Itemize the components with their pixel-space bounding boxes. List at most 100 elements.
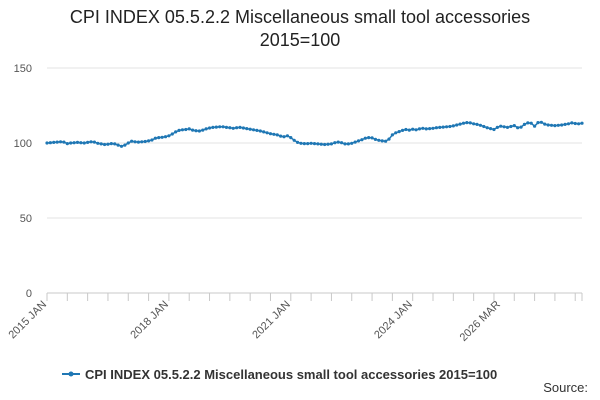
data-point xyxy=(380,139,384,143)
data-point xyxy=(492,127,496,132)
data-point xyxy=(570,121,574,125)
data-point xyxy=(113,142,117,146)
data-point xyxy=(468,121,472,125)
chart-plot: 0 50 100 150 2015 JAN 2018 JAN 2021 JAN 2024 JA… xyxy=(6,63,584,344)
data-point xyxy=(157,136,161,140)
data-point xyxy=(516,126,520,130)
data-point xyxy=(52,140,56,144)
data-point xyxy=(356,139,361,143)
data-point xyxy=(170,132,174,136)
x-tick-label: 2015 JAN xyxy=(6,299,49,342)
data-point xyxy=(333,141,337,145)
data-point xyxy=(126,141,130,145)
data-point xyxy=(339,141,344,145)
data-point xyxy=(62,140,66,144)
data-point xyxy=(140,140,144,144)
data-point xyxy=(478,123,483,127)
data-point xyxy=(150,138,154,142)
data-point xyxy=(224,125,229,129)
data-point xyxy=(279,134,283,138)
data-point xyxy=(89,140,93,144)
data-point xyxy=(428,127,432,131)
data-point xyxy=(268,132,273,136)
data-point xyxy=(79,141,83,145)
data-point xyxy=(404,127,408,132)
data-point xyxy=(350,141,354,145)
data-point xyxy=(346,142,350,146)
data-point xyxy=(197,129,201,133)
data-point xyxy=(241,126,245,130)
data-point xyxy=(180,128,185,132)
data-point xyxy=(387,137,391,141)
data-point xyxy=(522,122,527,126)
data-point xyxy=(434,126,438,130)
data-point xyxy=(106,142,110,146)
chart-subtitle: 2015=100 xyxy=(259,30,341,50)
data-point xyxy=(444,125,449,129)
data-point xyxy=(499,124,503,128)
data-point xyxy=(384,139,388,143)
data-point xyxy=(556,123,560,127)
data-point xyxy=(191,128,195,132)
data-point xyxy=(472,122,476,126)
data-point xyxy=(566,122,571,126)
data-point xyxy=(560,123,564,127)
data-point xyxy=(204,127,208,131)
data-point xyxy=(390,133,394,137)
data-point xyxy=(163,135,168,139)
data-point xyxy=(543,122,547,126)
data-point xyxy=(485,126,489,130)
legend[interactable]: CPI INDEX 05.5.2.2 Miscellaneous small t… xyxy=(62,364,497,384)
data-point xyxy=(245,127,249,131)
data-point xyxy=(400,128,405,132)
data-point xyxy=(370,136,374,140)
x-tick-label: 2026 MAR xyxy=(458,299,503,344)
data-point xyxy=(441,125,445,129)
data-point xyxy=(526,121,530,125)
x-tick-label: 2024 JAN xyxy=(372,299,415,342)
data-point xyxy=(326,142,330,146)
data-point xyxy=(99,142,103,146)
chart-title-line: CPI INDEX 05.5.2.2 Miscellaneous small t… xyxy=(69,7,531,27)
y-tick-label: 150 xyxy=(14,63,32,75)
data-point xyxy=(377,138,381,142)
data-point xyxy=(167,134,171,138)
data-point xyxy=(529,121,533,125)
data-point xyxy=(82,141,86,145)
data-point xyxy=(136,140,141,144)
data-point xyxy=(211,125,215,129)
data-point xyxy=(228,126,232,130)
data-point xyxy=(549,123,554,127)
data-point xyxy=(580,121,584,125)
data-point xyxy=(58,140,63,144)
data-point xyxy=(336,140,340,144)
data-point xyxy=(262,130,266,134)
data-point xyxy=(75,140,80,144)
data-point xyxy=(563,122,567,126)
data-point xyxy=(363,136,367,140)
data-point xyxy=(417,127,422,131)
data-point xyxy=(65,142,69,146)
data-point xyxy=(214,125,218,129)
data-point xyxy=(255,128,259,132)
data-point xyxy=(536,121,540,125)
data-point xyxy=(272,132,276,136)
data-point xyxy=(448,124,452,129)
x-tick-label: 2021 JAN xyxy=(250,299,293,342)
data-point xyxy=(248,127,252,131)
data-point xyxy=(411,127,415,131)
data-point xyxy=(316,142,320,146)
data-point xyxy=(201,128,205,132)
data-point xyxy=(251,128,256,132)
data-point xyxy=(207,126,212,130)
data-point xyxy=(573,121,577,126)
data-point xyxy=(431,126,435,130)
data-point xyxy=(505,125,510,129)
data-point xyxy=(55,140,59,144)
data-point xyxy=(289,136,293,140)
data-point xyxy=(502,125,506,129)
data-point xyxy=(109,142,113,146)
data-point xyxy=(319,142,323,146)
data-point xyxy=(312,142,317,146)
data-point xyxy=(438,125,442,129)
